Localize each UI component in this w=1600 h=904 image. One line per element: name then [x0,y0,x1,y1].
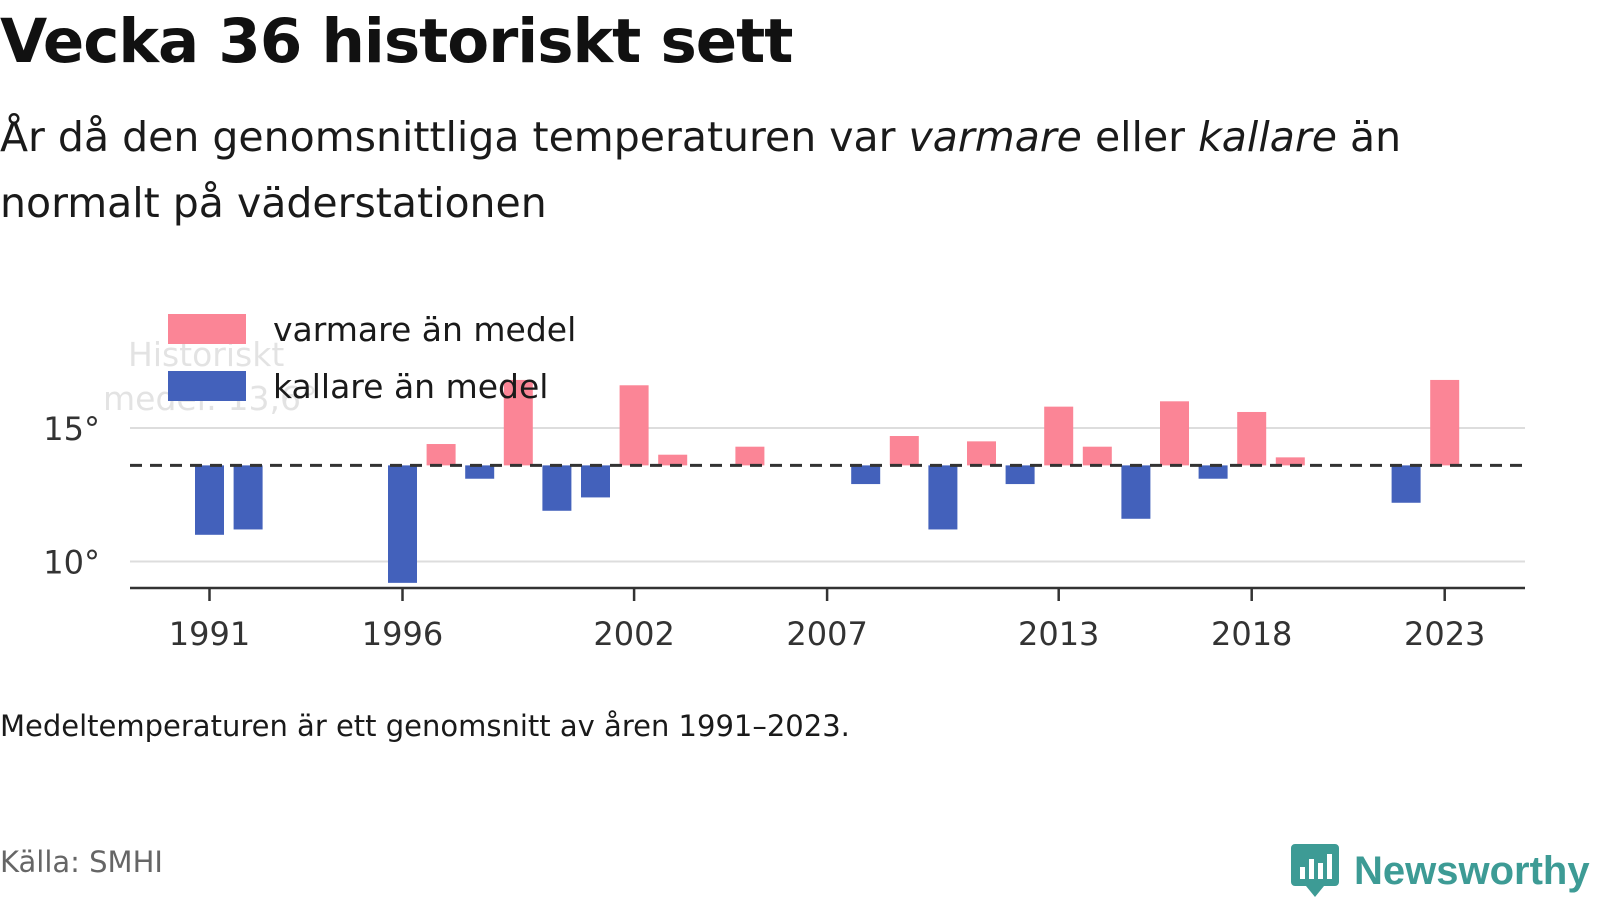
bar-2014 [1082,446,1112,466]
x-tick-label-2002: 2002 [593,615,674,653]
y-tick-label-10: 10° [43,544,100,582]
subtitle-text-start: År då den genomsnittliga temperaturen va… [0,113,909,161]
subtitle-cold-word: kallare [1198,113,1337,161]
x-tick-label-2018: 2018 [1211,615,1292,653]
bar-2023 [1430,379,1460,466]
y-tick-label-15: 15° [43,410,100,448]
gridlines [130,427,1525,563]
x-tick-label-2007: 2007 [786,615,867,653]
legend: varmare än medel kallare än medel [168,310,576,406]
legend-warm-swatch [168,314,246,344]
x-tick-label-1996: 1996 [362,615,443,653]
newsworthy-logo[interactable]: Newsworthy [1290,838,1590,904]
bar-1991 [195,465,224,535]
bar-2000 [542,465,572,511]
bar-2013 [1044,406,1074,466]
bar-1998 [465,465,495,479]
bar-1999 [503,379,533,466]
bar-2008 [851,465,881,485]
bar-2012 [1005,465,1035,485]
x-axis: 1991 1996 2002 2007 2013 2018 2023 [130,586,1525,653]
bar-2016 [1160,401,1189,466]
subtitle-text-end: än normalt på väderstationen [0,113,1402,227]
bar-1996 [388,465,417,583]
x-tick-label-2023: 2023 [1404,615,1485,653]
bar-2017 [1198,465,1228,479]
bar-2001 [581,465,610,498]
subtitle-text-middle: eller [1081,113,1199,161]
bar-2005 [735,446,765,466]
x-tick-label-1991: 1991 [169,615,250,653]
legend-cold-label: kallare än medel [273,367,548,406]
legend-cold-swatch [168,371,246,401]
bar-1997 [426,444,456,466]
y-axis-labels: 10° 15° [43,410,100,582]
newsworthy-chart-badge-icon [1291,844,1339,897]
bar-2002 [619,385,649,466]
bar-2003 [658,454,688,466]
bar-2015 [1121,465,1151,519]
bar-2022 [1391,465,1421,503]
bars [195,379,1460,583]
footnote: Medeltemperaturen är ett genomsnitt av å… [0,709,850,743]
bar-chart: 10°15° 1991 1996 2002 2007 2013 2018 2023 Hist… [43,310,1525,653]
subtitle-warm-word: varmare [908,113,1082,161]
bar-2019 [1275,457,1305,466]
chart-title: Vecka 36 historiskt sett [0,6,793,77]
brand-name: Newsworthy [1354,849,1590,893]
source-credit: Källa: SMHI [0,845,163,879]
bar-1992 [233,465,263,530]
x-tick-label-2013: 2013 [1018,615,1099,653]
bar-2009 [889,436,919,466]
bar-2018 [1237,411,1267,466]
bar-2010 [928,465,958,530]
chart-subtitle: År då den genomsnittliga temperaturen va… [0,104,1540,236]
legend-warm-label: varmare än medel [273,310,576,349]
bar-2011 [967,441,996,466]
